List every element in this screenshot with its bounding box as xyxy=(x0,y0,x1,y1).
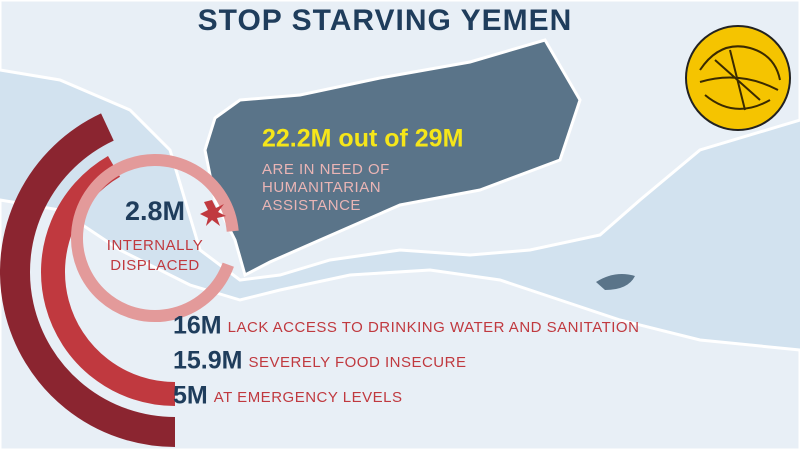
description: HUMANITARIAN xyxy=(262,179,381,196)
stat-label: AT EMERGENCY LEVELS xyxy=(214,389,403,406)
land-south xyxy=(0,198,800,450)
arc xyxy=(41,155,176,406)
stat-label: LACK ACCESS TO DRINKING WATER AND SANITA… xyxy=(228,319,640,336)
displaced-label: DISPLACED xyxy=(110,257,200,274)
displaced-value: 2.8M xyxy=(125,196,185,226)
stat-value: 5M xyxy=(173,382,208,410)
displaced-label: INTERNALLY xyxy=(107,237,203,254)
description: ARE IN NEED OF xyxy=(262,161,390,178)
stats: 16M LACK ACCESS TO DRINKING WATER AND SAN… xyxy=(173,312,639,410)
title: STOP STARVING YEMEN xyxy=(198,4,573,37)
stat-value: 15.9M xyxy=(173,347,242,375)
arc xyxy=(71,154,239,322)
logo xyxy=(685,25,791,131)
arcs xyxy=(0,113,239,447)
description: ASSISTANCE xyxy=(262,197,361,214)
stat-label: SEVERELY FOOD INSECURE xyxy=(248,354,466,371)
arc xyxy=(0,113,176,447)
island xyxy=(596,274,635,290)
stat-value: 16M xyxy=(173,312,222,340)
headline: 22.2M out of 29M xyxy=(262,125,463,153)
starburst xyxy=(200,200,226,226)
